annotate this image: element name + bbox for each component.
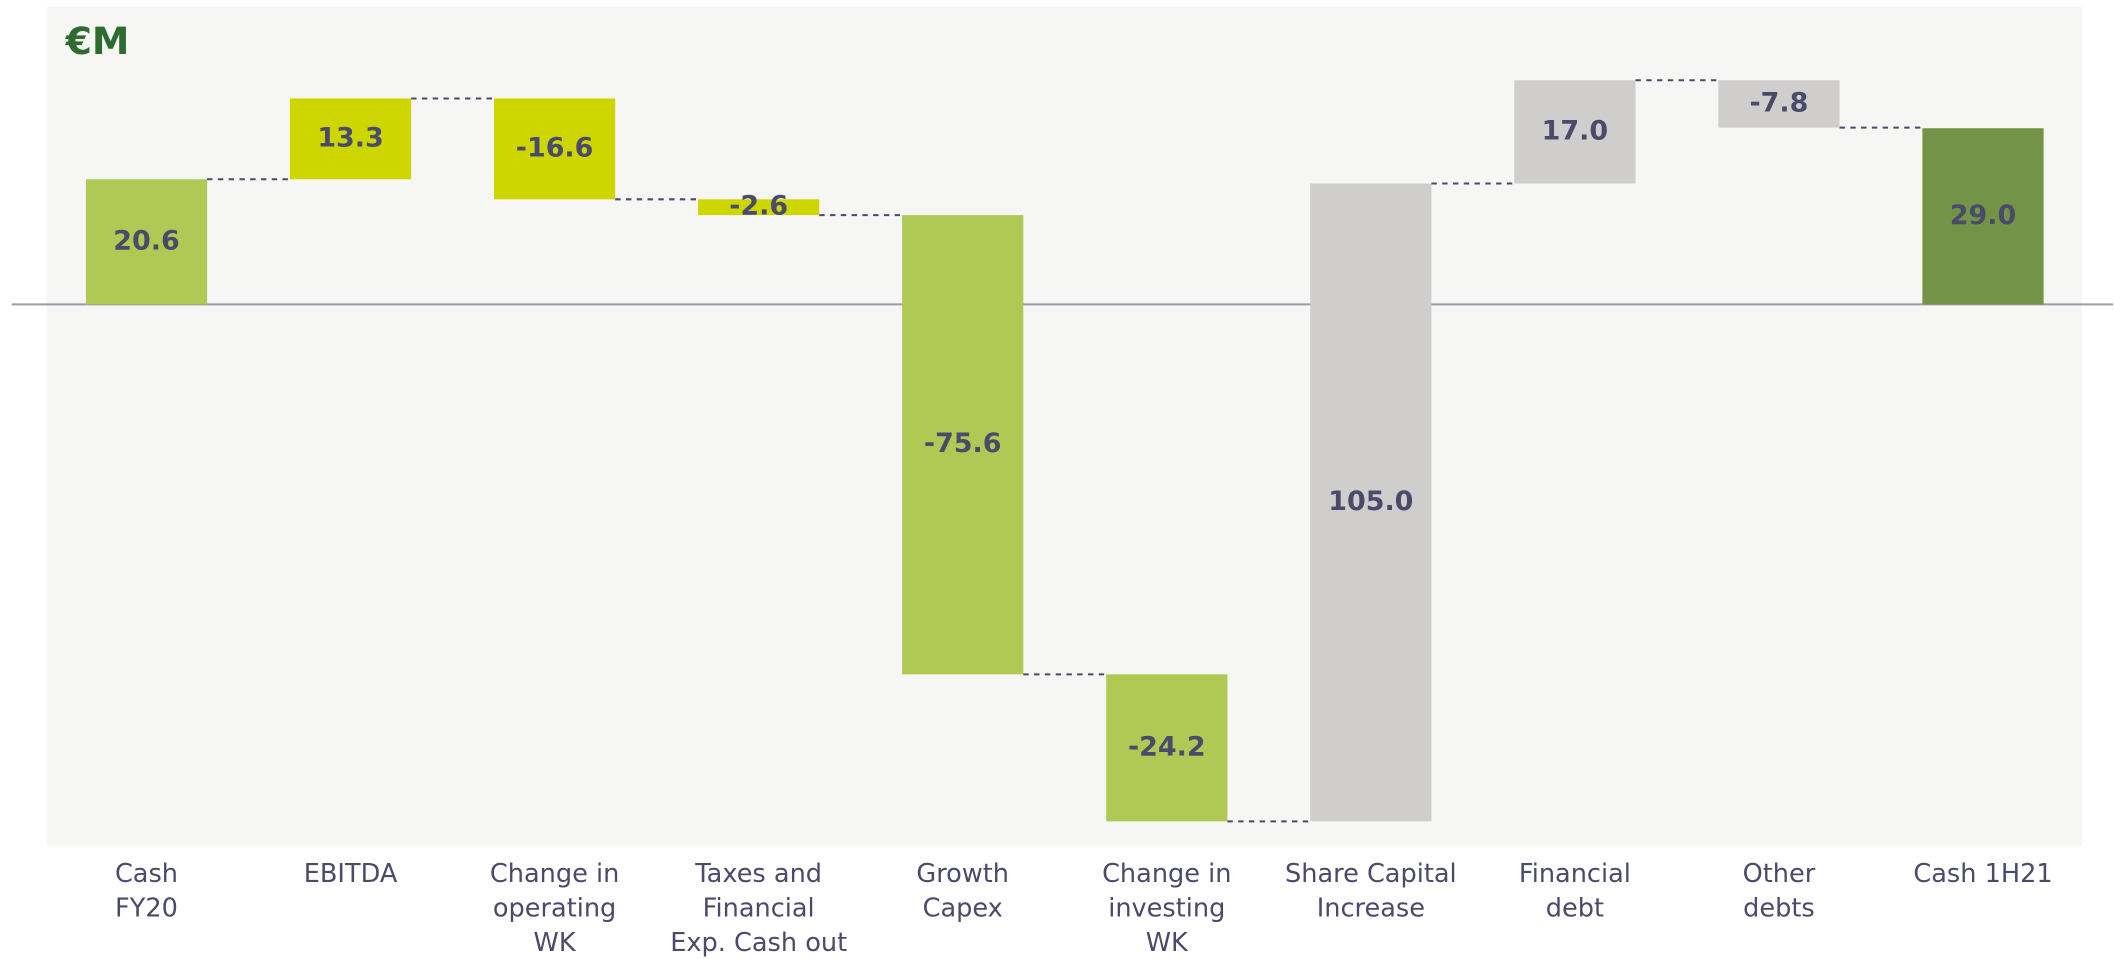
bar <box>1514 80 1636 184</box>
bar <box>1106 674 1228 822</box>
x-tick-label: Financial debt <box>1519 859 1631 923</box>
bar <box>289 98 412 180</box>
value-label: -7.8 <box>1750 87 1809 118</box>
x-tick-label: Taxes and Financial Exp. Cash out <box>670 859 847 958</box>
value-label: 105.0 <box>1328 486 1413 517</box>
bar <box>1922 128 2044 305</box>
value-label: 13.3 <box>317 122 383 153</box>
x-tick-label: Change in operating WK <box>490 859 619 958</box>
bar <box>1718 80 1840 128</box>
bar <box>493 98 616 200</box>
x-tick-label: Cash FY20 <box>115 859 178 923</box>
value-label: -24.2 <box>1128 731 1206 762</box>
value-label: -16.6 <box>516 132 594 163</box>
bar <box>85 179 208 305</box>
bar <box>1310 183 1432 822</box>
x-tick-label: Growth Capex <box>916 859 1009 923</box>
bar <box>902 215 1024 675</box>
bar <box>698 199 820 216</box>
x-tick-label: Cash 1H21 <box>1913 859 2052 889</box>
x-tick-label: Other debts <box>1743 859 1816 923</box>
x-tick-label: Change in investing WK <box>1102 859 1231 958</box>
value-label: 29.0 <box>1950 200 2016 231</box>
x-tick-label: EBITDA <box>304 859 398 889</box>
value-label: 17.0 <box>1542 115 1608 146</box>
value-label: 20.6 <box>113 225 179 256</box>
value-label: -75.6 <box>924 428 1002 459</box>
x-tick-label: Share Capital Increase <box>1285 859 1457 923</box>
chart-title: €M <box>65 19 130 63</box>
value-label: -2.6 <box>729 191 788 222</box>
